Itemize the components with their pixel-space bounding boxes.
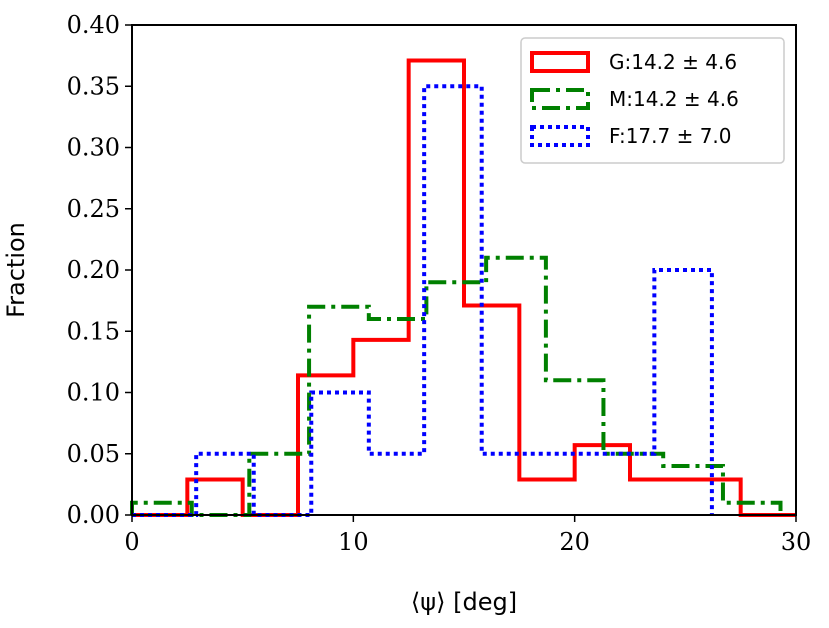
y-tick-label: 0.05	[67, 440, 120, 468]
y-tick-label: 0.25	[67, 195, 120, 223]
legend-swatch-2	[530, 88, 590, 110]
series-line-1	[132, 58, 796, 517]
series-layer	[130, 58, 796, 517]
series-line-2	[130, 255, 783, 517]
ticks-layer: 0 10 20 30 0.00 0.05 0.10 0.15 0.20 0.25 0.30 0.35 0…	[67, 11, 812, 556]
x-tick-label: 30	[781, 528, 812, 556]
y-axis-title: Fraction	[2, 222, 30, 318]
y-tick-label: 0.35	[67, 72, 120, 100]
series-line-3	[132, 84, 714, 517]
y-tick-label: 0.40	[67, 11, 120, 39]
x-axis-title: ⟨ψ⟩ [deg]	[411, 588, 517, 616]
legend-swatch-1	[530, 51, 590, 73]
y-tick-label: 0.10	[67, 379, 120, 407]
y-tick-label: 0.00	[67, 501, 120, 529]
legend-swatch-3	[530, 125, 590, 147]
legend-label-3: F:17.7 ± 7.0	[609, 124, 732, 148]
y-tick-label: 0.30	[67, 134, 120, 162]
legend-label-2: M:14.2 ± 4.6	[609, 87, 739, 111]
legend: G:14.2 ± 4.6 M:14.2 ± 4.6 F:17.7 ± 7.0	[520, 37, 785, 164]
legend-items: G:14.2 ± 4.6 M:14.2 ± 4.6 F:17.7 ± 7.0	[530, 50, 739, 148]
y-tick-label: 0.15	[67, 317, 120, 345]
x-tick-label: 0	[124, 528, 139, 556]
x-tick-label: 20	[559, 528, 590, 556]
x-tick-label: 10	[338, 528, 369, 556]
y-tick-label: 0.20	[67, 256, 120, 284]
legend-label-1: G:14.2 ± 4.6	[609, 50, 737, 74]
